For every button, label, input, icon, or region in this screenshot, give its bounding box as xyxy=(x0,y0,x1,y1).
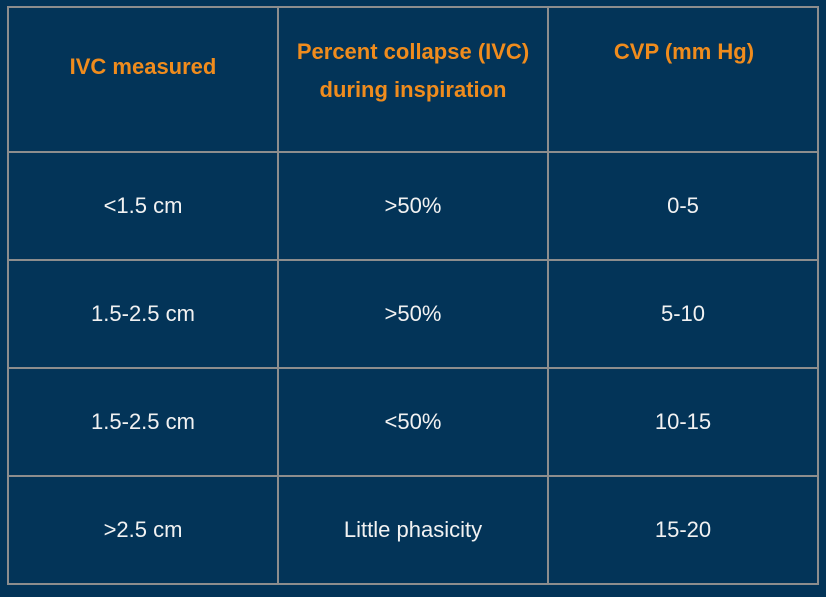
table-cell: Little phasicity xyxy=(343,517,483,542)
table-cell: <50% xyxy=(384,409,442,434)
table-cell: 1.5-2.5 cm xyxy=(91,409,195,434)
table-cell: 15-20 xyxy=(654,517,712,542)
table-cell: 10-15 xyxy=(654,409,712,434)
table-cell: <1.5 cm xyxy=(103,193,183,218)
header-ivc-measured: IVC measured xyxy=(69,54,217,79)
ivc-cvp-table: IVC measured Percent collapse (IVC) duri… xyxy=(7,6,819,585)
column-divider xyxy=(547,8,549,583)
header-percent-collapse: Percent collapse (IVC) during inspiratio… xyxy=(296,39,530,102)
table-cell: 0-5 xyxy=(667,193,699,218)
table-cell: 5-10 xyxy=(660,301,706,326)
row-divider xyxy=(9,367,817,369)
column-divider xyxy=(277,8,279,583)
header-cvp: CVP (mm Hg) xyxy=(613,39,755,64)
table-cell: >50% xyxy=(384,301,442,326)
table-cell: >2.5 cm xyxy=(103,517,183,542)
row-divider xyxy=(9,151,817,153)
table-cell: >50% xyxy=(384,193,442,218)
row-divider xyxy=(9,475,817,477)
table-cell: 1.5-2.5 cm xyxy=(91,301,195,326)
row-divider xyxy=(9,259,817,261)
